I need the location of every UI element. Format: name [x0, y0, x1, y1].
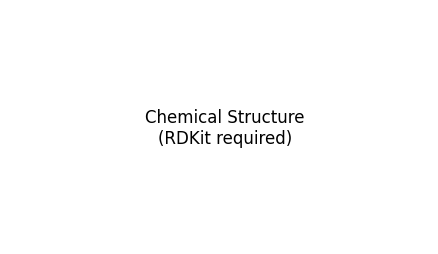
Text: Chemical Structure
(RDKit required): Chemical Structure (RDKit required) — [145, 109, 304, 148]
